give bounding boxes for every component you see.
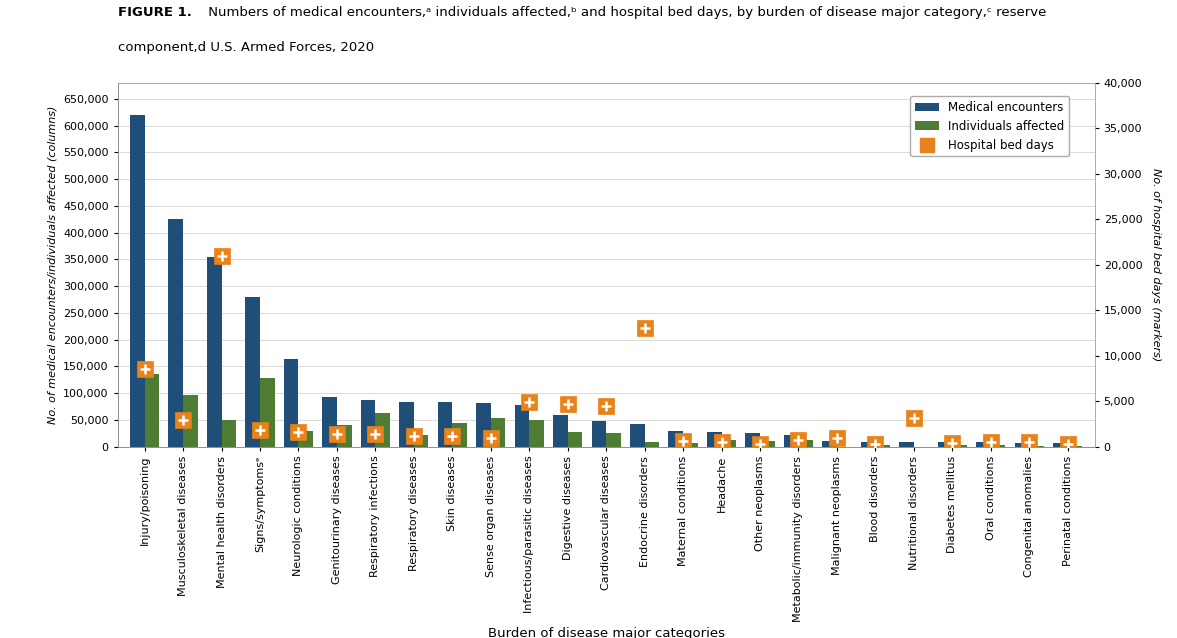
Bar (784, 435, 798, 447)
Bar (823, 441, 837, 447)
Bar (592, 421, 606, 447)
Bar (760, 441, 774, 447)
Text: component,d U.S. Armed Forces, 2020: component,d U.S. Armed Forces, 2020 (118, 41, 374, 54)
Bar (1053, 443, 1068, 447)
Bar (606, 433, 620, 447)
Bar (221, 420, 237, 447)
Bar (514, 405, 530, 447)
Bar (184, 395, 198, 447)
Bar (361, 400, 375, 447)
Bar (952, 445, 967, 447)
Bar (129, 115, 145, 447)
Text: FIGURE 1.: FIGURE 1. (118, 6, 192, 19)
Bar (438, 402, 452, 447)
Bar (322, 397, 337, 447)
Bar (645, 442, 659, 447)
Bar (567, 432, 583, 447)
Bar (553, 415, 567, 447)
Y-axis label: No. of hospital bed days (markers): No. of hospital bed days (markers) (1151, 168, 1161, 361)
Bar (683, 443, 698, 447)
Legend: Medical encounters, Individuals affected, Hospital bed days: Medical encounters, Individuals affected… (911, 96, 1069, 156)
X-axis label: Burden of disease major categories: Burden of disease major categories (487, 627, 725, 638)
Bar (245, 297, 260, 447)
Bar (168, 219, 184, 447)
Bar (299, 431, 313, 447)
Bar (1068, 445, 1083, 447)
Bar (1015, 443, 1029, 447)
Y-axis label: No. of medical encounters/individuals affected (columns): No. of medical encounters/individuals af… (47, 105, 58, 424)
Bar (452, 422, 467, 447)
Bar (876, 445, 890, 447)
Bar (630, 424, 645, 447)
Bar (722, 440, 736, 447)
Bar (260, 378, 274, 447)
Bar (337, 425, 352, 447)
Bar (375, 413, 390, 447)
Bar (530, 420, 544, 447)
Bar (1029, 445, 1044, 447)
Bar (477, 403, 491, 447)
Bar (207, 256, 221, 447)
Bar (284, 359, 299, 447)
Bar (976, 442, 991, 447)
Text: Numbers of medical encounters,ᵃ individuals affected,ᵇ and hospital bed days, by: Numbers of medical encounters,ᵃ individu… (204, 6, 1046, 19)
Bar (399, 402, 414, 447)
Bar (860, 441, 876, 447)
Bar (899, 441, 913, 447)
Bar (991, 445, 1005, 447)
Bar (414, 435, 428, 447)
Bar (745, 433, 760, 447)
Bar (491, 419, 505, 447)
Bar (938, 442, 952, 447)
Bar (707, 432, 722, 447)
Bar (145, 375, 159, 447)
Bar (669, 431, 683, 447)
Bar (798, 440, 813, 447)
